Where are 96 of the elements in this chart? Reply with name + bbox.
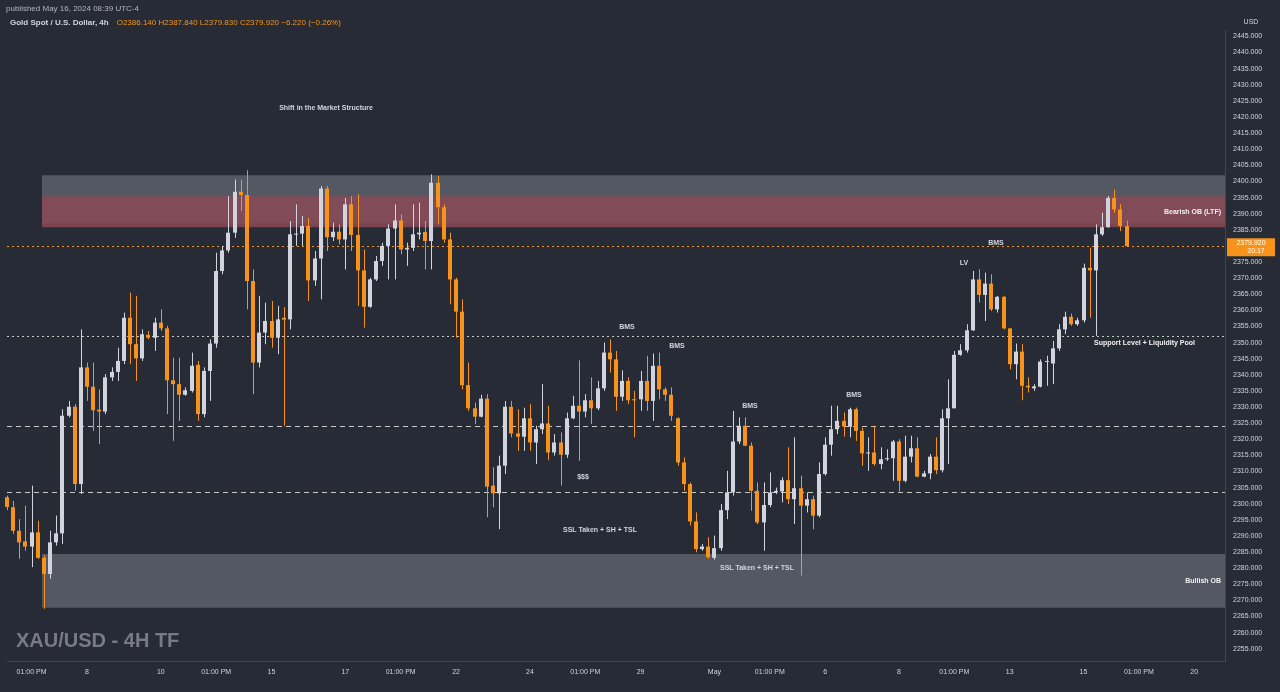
candlestick bbox=[42, 554, 46, 610]
candlestick bbox=[380, 242, 384, 267]
candlestick bbox=[393, 203, 397, 280]
candlestick bbox=[270, 300, 274, 349]
candlestick bbox=[835, 405, 839, 435]
candlestick bbox=[1045, 355, 1049, 387]
candlestick bbox=[657, 352, 661, 400]
candlestick bbox=[282, 306, 286, 427]
candlestick bbox=[540, 383, 544, 435]
candlestick bbox=[805, 491, 809, 513]
candlestick bbox=[965, 323, 969, 354]
candlestick bbox=[866, 436, 870, 472]
candlestick bbox=[737, 416, 741, 445]
candlestick bbox=[337, 223, 341, 245]
candlestick bbox=[411, 203, 415, 252]
candlestick bbox=[491, 466, 495, 508]
text: published May 16, 2024 08:39 UTC-4 bbox=[6, 4, 140, 14]
chart-subtitle: O2386.140 H2387.840 L2379.830 C2379.920 −6.220 (−0.26%) bbox=[116, 18, 342, 28]
candlestick bbox=[1118, 203, 1122, 232]
candlestick bbox=[220, 245, 224, 275]
candlestick bbox=[177, 357, 181, 422]
candlestick bbox=[1014, 343, 1018, 380]
candlestick bbox=[54, 515, 58, 547]
candlestick bbox=[552, 433, 556, 457]
candlestick bbox=[946, 378, 950, 465]
candlestick bbox=[85, 362, 89, 402]
candlestick bbox=[762, 481, 766, 552]
candlestick bbox=[725, 470, 729, 520]
candlestick bbox=[559, 431, 563, 487]
candlestick bbox=[743, 416, 747, 447]
candlestick bbox=[885, 448, 889, 462]
candlestick bbox=[934, 436, 938, 475]
candlestick bbox=[91, 362, 95, 432]
candlestick bbox=[860, 427, 864, 467]
candlestick bbox=[386, 223, 390, 280]
candlestick bbox=[153, 317, 157, 352]
candlestick bbox=[571, 395, 575, 420]
candlestick bbox=[983, 272, 987, 322]
candlestick bbox=[1100, 212, 1104, 237]
candlestick bbox=[294, 203, 298, 247]
candlestick bbox=[799, 475, 803, 577]
candlestick bbox=[226, 195, 230, 254]
candlestick bbox=[473, 402, 477, 425]
candlestick bbox=[516, 408, 520, 452]
candlestick bbox=[313, 250, 317, 287]
candlestick bbox=[589, 376, 593, 425]
candlestick bbox=[928, 453, 932, 480]
annotation: XAU/USD - 4H TF bbox=[16, 628, 180, 651]
candlestick bbox=[829, 405, 833, 457]
candlestick bbox=[1057, 323, 1061, 352]
candlestick bbox=[909, 435, 913, 463]
candlestick bbox=[639, 370, 643, 412]
candlestick bbox=[669, 386, 673, 422]
candlestick bbox=[872, 425, 876, 467]
candlestick bbox=[977, 268, 981, 304]
candlestick bbox=[1063, 311, 1067, 335]
candlestick bbox=[645, 355, 649, 412]
candlestick bbox=[768, 471, 772, 508]
candlestick bbox=[632, 390, 636, 438]
candlestick bbox=[30, 485, 34, 568]
candlestick bbox=[263, 302, 267, 345]
candlestick bbox=[842, 412, 846, 438]
candlestick bbox=[583, 393, 587, 418]
candlestick bbox=[780, 476, 784, 503]
candlestick bbox=[879, 446, 883, 470]
candlestick bbox=[11, 500, 15, 535]
candlestick bbox=[534, 425, 538, 465]
candlestick bbox=[23, 505, 27, 552]
candlestick bbox=[848, 407, 852, 438]
candlestick bbox=[712, 535, 716, 561]
candlestick bbox=[522, 407, 526, 452]
chart-title: Gold Spot / U.S. Dollar, 4h bbox=[10, 18, 109, 28]
candlestick bbox=[97, 388, 101, 445]
candlestick bbox=[466, 362, 470, 412]
candlestick bbox=[792, 436, 796, 525]
candlestick bbox=[331, 222, 335, 242]
candlestick bbox=[891, 439, 895, 482]
candlestick bbox=[276, 305, 280, 355]
candlestick bbox=[786, 446, 790, 505]
candlestick bbox=[171, 357, 175, 442]
candlestick bbox=[854, 407, 858, 442]
candlestick bbox=[626, 376, 630, 405]
candlestick bbox=[17, 518, 21, 560]
candlestick bbox=[239, 179, 243, 212]
candlestick bbox=[682, 456, 686, 492]
candlestick bbox=[1051, 340, 1055, 385]
candlestick bbox=[706, 536, 710, 560]
candlestick bbox=[620, 369, 624, 402]
candlestick bbox=[577, 359, 581, 462]
candlestick bbox=[1112, 189, 1116, 214]
candlestick bbox=[300, 215, 304, 247]
candlestick bbox=[116, 347, 120, 382]
candlestick bbox=[134, 295, 138, 382]
candlestick bbox=[596, 380, 600, 411]
candlestick bbox=[811, 495, 815, 530]
candlestick bbox=[374, 255, 378, 282]
